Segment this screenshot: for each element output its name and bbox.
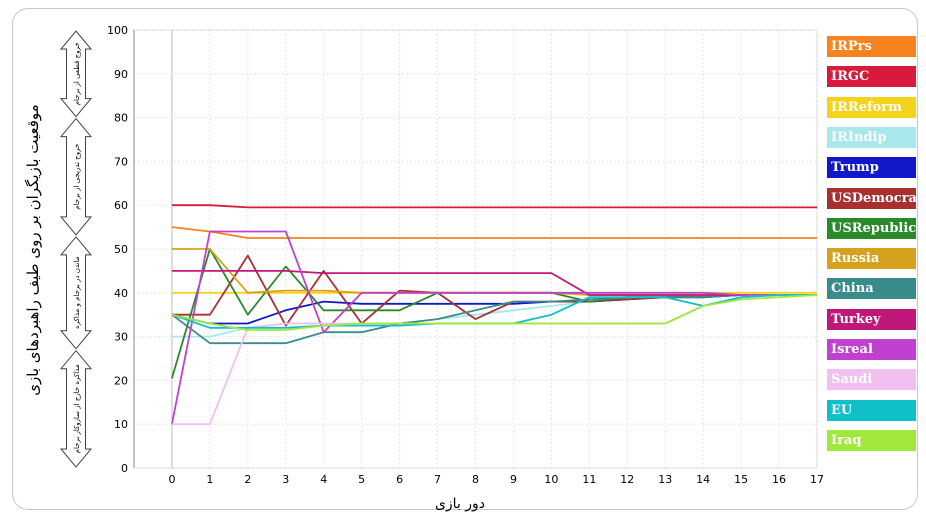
x-tick-label: 16: [772, 473, 786, 486]
x-axis-label: دور بازی: [435, 496, 485, 512]
region-label: مذاکره خارج از سازوکار برجام: [73, 364, 81, 453]
y-tick-label: 50: [114, 243, 128, 256]
series-line: [171, 294, 817, 426]
y-tick-label: 30: [114, 331, 128, 344]
x-tick-label: 17: [810, 473, 824, 486]
tick-labels: 0 1 2 3 4 5 6 7 8 9 10 11 12 13 14 15 16 1701020304050607…: [107, 24, 824, 486]
legend-item: USDemocrat: [827, 187, 916, 209]
region-arrow: [59, 30, 93, 118]
x-tick-label: 8: [472, 473, 479, 486]
y-tick-label: 10: [114, 418, 128, 431]
legend-item: Turkey: [827, 308, 916, 330]
series-line: [171, 248, 817, 379]
series-line: [171, 226, 817, 239]
x-tick-label: 13: [658, 473, 672, 486]
region-label: خروج قطعی از برجام: [73, 42, 81, 105]
legend-item: Russia: [827, 248, 916, 270]
series-line: [171, 204, 817, 209]
x-tick-label: 10: [544, 473, 558, 486]
legend-item: China: [827, 278, 916, 300]
y-tick-label: 80: [114, 112, 128, 125]
x-tick-label: 11: [582, 473, 596, 486]
x-tick-label: 7: [434, 473, 441, 486]
legend-item: IRReform: [827, 96, 916, 118]
series-line: [171, 294, 817, 345]
series-line: [171, 294, 818, 331]
x-tick-label: 12: [620, 473, 634, 486]
x-tick-label: 1: [206, 473, 213, 486]
series-line: [171, 294, 817, 325]
x-tick-label: 14: [696, 473, 710, 486]
y-tick-label: 0: [121, 462, 128, 475]
series-line: [171, 230, 817, 425]
legend-item: Iraq: [827, 429, 916, 451]
legend-item: IRPrs: [827, 36, 916, 57]
legend-item: Saudi: [827, 369, 916, 391]
x-tick-label: 3: [282, 473, 289, 486]
legend-item: EU: [827, 399, 916, 421]
region-arrow: [59, 349, 93, 468]
grid: [133, 29, 818, 469]
legend-item: Isreal: [827, 339, 916, 360]
x-tick-label: 6: [396, 473, 403, 486]
y-axis-label: موقعیت بازیگران بر روی طیف راهبردهای باز…: [24, 104, 42, 395]
x-tick-label: 5: [358, 473, 365, 486]
series-line: [171, 269, 817, 296]
x-tick-label: 2: [244, 473, 251, 486]
x-tick-label: 0: [168, 473, 175, 486]
region-label: ماندن در برجام و مذاکره: [73, 256, 81, 329]
chart-frame: [12, 8, 918, 510]
legend-item: IRIndip: [827, 126, 916, 148]
region-arrow: [59, 117, 93, 236]
legend-item: IRGC: [827, 66, 916, 88]
region-arrow: [59, 236, 93, 350]
y-tick-label: 60: [114, 199, 128, 212]
x-tick-label: 4: [320, 473, 327, 486]
y-tick-label: 100: [107, 24, 128, 37]
y-tick-label: 70: [114, 155, 128, 168]
region-arrows: خروج قطعی از برجام خروج تدریجی از برجام ما…: [59, 30, 93, 468]
series-lines: [171, 204, 818, 426]
y-tick-label: 20: [114, 374, 128, 387]
series-line: [171, 254, 817, 327]
x-tick-label: 15: [734, 473, 748, 486]
y-tick-label: 90: [114, 68, 128, 81]
x-tick-label: 9: [510, 473, 517, 486]
region-label: خروج تدریجی از برجام: [73, 144, 81, 210]
legend-item: USRepublic: [827, 217, 916, 239]
legend-item: Trump: [827, 157, 916, 179]
y-tick-label: 40: [114, 287, 128, 300]
